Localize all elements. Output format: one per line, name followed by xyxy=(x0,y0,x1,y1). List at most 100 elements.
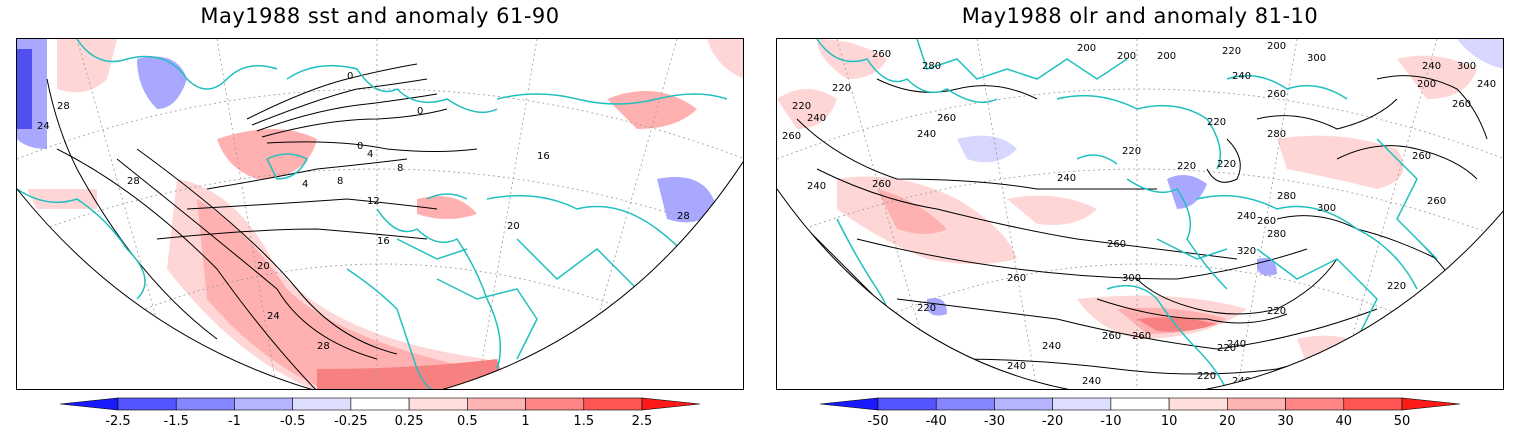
contour-label: 240 xyxy=(1042,341,1061,352)
contour-label: 240 xyxy=(1422,61,1441,72)
sst-contour-labels: 0 0 0 4 4 8 8 12 16 16 20 20 24 24 28 28… xyxy=(37,71,690,352)
contour-label: 220 xyxy=(837,311,856,322)
contour-label: 260 xyxy=(1102,331,1121,342)
contour-label: 28 xyxy=(677,211,690,222)
colorbar-tick-label: 30 xyxy=(1277,414,1294,429)
olr-contour-labels: 260 280 200 200 200 220 200 240 300 220 … xyxy=(782,41,1496,387)
olr-colorbar: -50 -40 -30 -20 -10 10 20 30 40 50 xyxy=(819,396,1461,430)
colorbar-box xyxy=(292,397,352,411)
colorbar-box xyxy=(408,397,468,411)
contour-label: 4 xyxy=(367,149,373,160)
contour-label: 12 xyxy=(367,196,380,207)
contour-label: 200 xyxy=(1417,79,1436,90)
olr-panel-title: May1988 olr and anomaly 81-10 xyxy=(961,4,1319,28)
contour-label: 280 xyxy=(922,61,941,72)
olr-map-canvas: 260 280 200 200 200 220 200 240 300 220 … xyxy=(777,39,1503,389)
colorbar-box xyxy=(877,397,937,411)
sst-map: 0 0 0 4 4 8 8 12 16 16 20 20 24 24 28 28… xyxy=(16,38,744,390)
colorbar-triangle-high xyxy=(641,397,701,411)
contour-label: 200 xyxy=(1157,51,1176,62)
contour-label: 300 xyxy=(1307,53,1326,64)
contour-label: 320 xyxy=(1237,246,1256,257)
contour-label: 240 xyxy=(1237,211,1256,222)
contour-label: 260 xyxy=(872,179,891,190)
contour-label: 0 xyxy=(357,141,363,152)
contour-label: 240 xyxy=(1082,376,1101,387)
colorbar-box xyxy=(994,397,1053,411)
contour-label: 20 xyxy=(507,221,520,232)
colorbar-box xyxy=(525,397,585,411)
colorbar-tick-label: 40 xyxy=(1336,414,1353,429)
contour-label: 260 xyxy=(1007,273,1026,284)
contour-label: 0 xyxy=(347,71,353,82)
contour-label: 260 xyxy=(1412,151,1431,162)
colorbar-tick-label: 2.5 xyxy=(632,414,653,429)
contour-label: 280 xyxy=(1277,191,1296,202)
colorbar-tick-label: 0.25 xyxy=(395,414,424,429)
colorbar-triangle-high xyxy=(1401,397,1461,411)
colorbar-box xyxy=(1110,397,1170,411)
colorbar-box xyxy=(175,397,235,411)
olr-coastlines xyxy=(816,39,1438,389)
contour-label: 260 xyxy=(1257,216,1276,227)
colorbar-tick-label: -0.25 xyxy=(334,414,368,429)
colorbar-box xyxy=(583,397,643,411)
contour-label: 240 xyxy=(1227,339,1246,350)
contour-label: 240 xyxy=(1007,361,1026,372)
contour-label: 200 xyxy=(1117,51,1136,62)
colorbar-tick-label: -10 xyxy=(1100,414,1121,429)
colorbar-box xyxy=(1227,397,1286,411)
colorbar-box xyxy=(1285,397,1345,411)
colorbar-tick-label: -30 xyxy=(984,414,1005,429)
contour-label: 300 xyxy=(1457,61,1476,72)
contour-label: 260 xyxy=(1427,196,1446,207)
contour-label: 8 xyxy=(337,176,343,187)
colorbar-tick-label: 1.5 xyxy=(573,414,594,429)
sst-colorbar: -2.5 -1.5 -1 -0.5 -0.25 0.25 0.5 1 1.5 2.5 xyxy=(59,396,701,430)
contour-label: 260 xyxy=(872,49,891,60)
colorbar-tick-label: 1 xyxy=(521,414,529,429)
colorbar-box xyxy=(117,397,177,411)
colorbar-box xyxy=(234,397,293,411)
contour-label: 260 xyxy=(1107,239,1126,250)
contour-label: 220 xyxy=(1122,146,1141,157)
colorbar-tick-label: 20 xyxy=(1219,414,1236,429)
contour-label: 16 xyxy=(537,151,550,162)
colorbar-box xyxy=(1052,397,1112,411)
contour-label: 8 xyxy=(397,163,403,174)
olr-map: 260 280 200 200 200 220 200 240 300 220 … xyxy=(776,38,1504,390)
contour-label: 220 xyxy=(1222,46,1241,57)
contour-label: 220 xyxy=(1177,161,1196,172)
olr-latlon-grid xyxy=(777,39,1503,389)
sst-contours xyxy=(46,63,478,389)
sst-map-canvas: 0 0 0 4 4 8 8 12 16 16 20 20 24 24 28 28… xyxy=(17,39,743,389)
contour-label: 240 xyxy=(1477,79,1496,90)
contour-label: 28 xyxy=(127,176,140,187)
contour-label: 260 xyxy=(782,131,801,142)
colorbar-triangle-low xyxy=(819,397,879,411)
contour-label: 20 xyxy=(257,261,270,272)
contour-label: 240 xyxy=(1232,71,1251,82)
colorbar-box xyxy=(1168,397,1228,411)
colorbar-tick-label: -2.5 xyxy=(105,414,130,429)
olr-colorbar-canvas: -50 -40 -30 -20 -10 10 20 30 40 50 xyxy=(819,397,1461,429)
colorbar-tick-label: -50 xyxy=(867,414,888,429)
contour-label: 24 xyxy=(267,311,280,322)
colorbar-box xyxy=(467,397,526,411)
contour-label: 220 xyxy=(1217,343,1236,354)
colorbar-tick-label: 10 xyxy=(1161,414,1178,429)
contour-label: 260 xyxy=(937,113,956,124)
contour-label: 200 xyxy=(1267,41,1286,52)
olr-anomaly-shading xyxy=(777,39,1503,365)
contour-label: 28 xyxy=(317,341,330,352)
contour-label: 240 xyxy=(807,113,826,124)
contour-label: 260 xyxy=(1132,331,1151,342)
contour-label: 220 xyxy=(792,101,811,112)
contour-label: 240 xyxy=(1057,173,1076,184)
colorbar-tick-label: -40 xyxy=(926,414,947,429)
colorbar-tick-label: 0.5 xyxy=(457,414,478,429)
contour-label: 4 xyxy=(302,179,308,190)
colorbar-box xyxy=(935,397,995,411)
contour-label: 220 xyxy=(1217,159,1236,170)
contour-label: 24 xyxy=(37,121,50,132)
